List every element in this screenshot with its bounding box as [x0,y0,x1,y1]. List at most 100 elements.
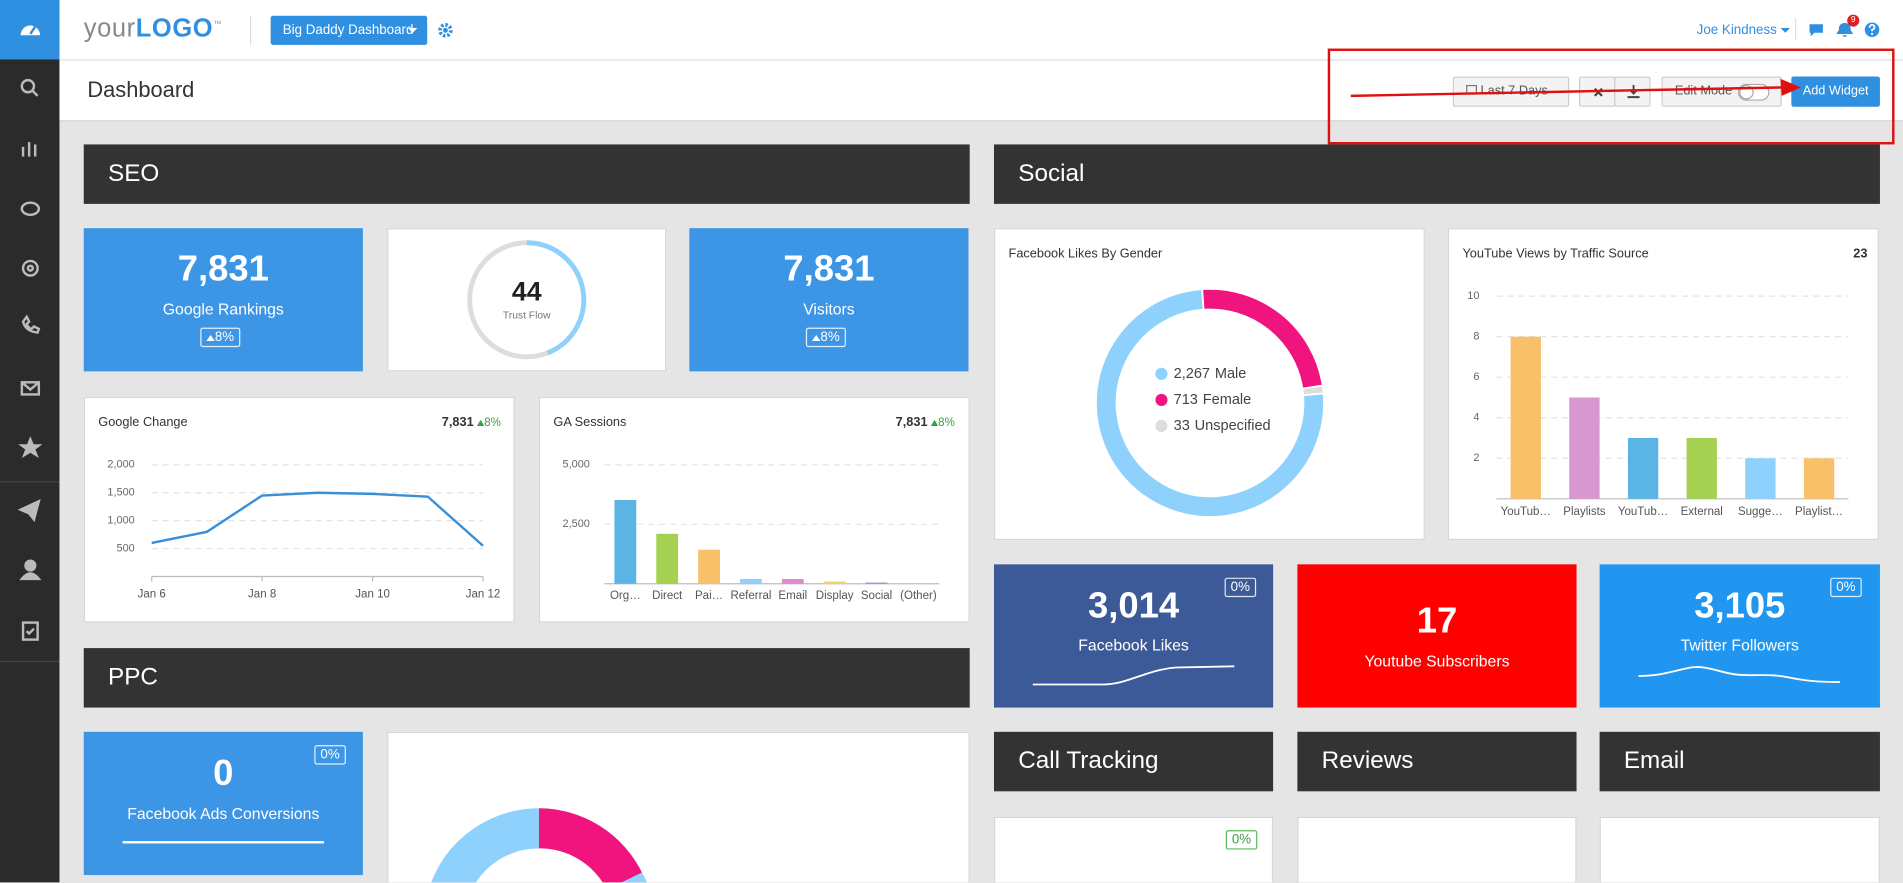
x-tick-label: Playlist… [1795,506,1843,518]
edit-mode-toggle[interactable]: Edit Mode [1661,76,1782,107]
bar [740,579,762,584]
close-icon [1593,87,1603,97]
metric-tile[interactable]: 17 Youtube Subscribers [1297,564,1577,708]
bar-chart: 2,500 5,000 Org… Direct Pai… Referral Email Dis… [563,459,940,602]
y-tick-label: 8 [1473,331,1479,343]
reviews-tile[interactable] [1297,816,1577,883]
user-name: Joe Kindness [1696,23,1777,38]
x-tick-label: Org… [610,590,641,602]
metric-tile[interactable]: 3,105 Twitter Followers 0% [1599,564,1880,708]
metric-value: 17 [1416,600,1458,641]
x-tick-label: Referral [730,590,771,602]
sparkline [122,841,325,844]
chat-icon[interactable] [1808,22,1825,39]
bell-icon[interactable] [1836,21,1854,39]
gauge-label: Trust Flow [503,310,551,321]
sparkline [1032,665,1235,686]
metric-label: Google Rankings [162,299,284,318]
chart-title: Facebook Likes By Gender [1008,246,1163,261]
bar [1803,458,1835,499]
y-tick-label: 10 [1467,290,1479,302]
change-value: 8% [214,330,235,345]
user-menu[interactable]: Joe Kindness [1697,23,1791,38]
gauge-value: 44 [512,277,542,307]
help-icon[interactable] [1864,22,1880,38]
divider [250,15,252,45]
line-chart: 500 1,000 1,500 2,000 Jan 6 Jan 8 Jan 10 Jan 12 [107,459,500,601]
metric-tile[interactable]: 3,014 Facebook Likes 0% [993,564,1274,708]
sidebar-icons [0,78,60,663]
legend-value: 713 [1174,392,1198,408]
metric-value: 0 [213,753,234,794]
legend-label: 33 Unspecified [1174,418,1271,434]
caret [1780,27,1791,33]
x-tick-label: Display [816,590,854,602]
chart-card[interactable]: 2 4 6 8 10 YouTub… Playlists YouTub… External Sug… [1447,228,1879,541]
chart-card[interactable]: 2,267 Male 713 Female 33 Unspecified Facebook… [993,228,1425,541]
add-widget-button[interactable]: Add Widget [1791,76,1880,107]
divider [1794,18,1797,41]
metric-label: Twitter Followers [1680,635,1799,655]
metric-label: Facebook Ads Conversions [127,804,320,823]
x-tick-label: Jan 8 [248,589,276,601]
change-value: 8% [820,330,840,345]
bar [1510,336,1541,499]
metric-value: 3,014 [1087,586,1180,627]
legend-value: 2,267 [1174,366,1210,382]
email-tile[interactable] [1599,816,1880,883]
dashboard-select[interactable]: Big Daddy Dashboard [270,15,428,45]
metric-tile[interactable]: 7,831 Visitors 8% [689,228,969,372]
legend-name: Unspecified [1195,418,1271,434]
y-tick-label: 6 [1473,371,1479,383]
chart-card[interactable]: 500 1,000 1,500 2,000 Jan 6 Jan 8 Jan 10 Jan 12… [83,396,515,623]
logo-brand: LOGO [135,14,214,43]
change-badge: 8% [200,327,241,348]
clear-button[interactable] [1578,76,1616,107]
change-value: 8% [938,416,955,430]
metric-value: 7,831 [177,248,269,289]
bar [823,581,846,584]
logo-tm: ™ [213,20,223,30]
download-icon [1627,84,1640,99]
x-tick-label: Playlists [1563,506,1605,518]
x-tick-label: YouTub… [1501,506,1551,518]
chart-card[interactable]: 2,500 5,000 Org… Direct Pai… Referral Email Dis… [538,396,970,623]
x-tick-label: Social [861,590,892,602]
trust-flow-tile[interactable]: 44 Trust Flow [387,228,667,372]
y-tick-label: 2,500 [563,518,590,530]
settings-icon[interactable] [437,22,454,39]
legend-dot [1155,419,1168,433]
metric-tile[interactable]: 0 Facebook Ads Conversions 0% [83,731,363,876]
donut-segment [431,808,539,883]
page-title: Dashboard [87,77,195,102]
chart-title: YouTube Views by Traffic Source [1462,246,1649,261]
x-tick-label: Sugge… [1738,506,1783,518]
bar [656,533,679,584]
gauge-fill [526,240,587,356]
donut-segment [538,808,643,883]
donut-chart: 2,267 Male 713 Female 33 Unspecified [1095,287,1325,518]
date-range-button[interactable]: Last 7 Days [1452,76,1570,107]
legend-label: 713 Female [1174,392,1252,408]
bar-chart: 2 4 6 8 10 YouTub… Playlists YouTub… External Sug… [1467,290,1849,518]
section-header: SEO [83,144,970,204]
home-button[interactable] [0,0,60,60]
up-icon [206,334,215,342]
chart-total: 7,831 [895,415,928,430]
dashboard-name: Big Daddy Dashboard [282,23,414,38]
download-button[interactable] [1614,76,1651,107]
call-tracking-tile[interactable]: 0% [993,816,1274,883]
y-tick-label: 500 [117,542,135,554]
logo[interactable]: yourLOGO™ [84,15,223,44]
chart-card[interactable] [387,731,970,883]
y-tick-label: 1,500 [107,487,134,499]
change-badge: 0% [314,745,346,765]
x-tick-label: External [1681,506,1723,518]
x-tick-label: YouTub… [1618,506,1668,518]
notification-count: 9 [1847,14,1860,27]
metric-tile[interactable]: 7,831 Google Rankings 8% [83,228,363,372]
legend-dot [1155,367,1168,380]
metric-label: Visitors [803,299,855,318]
x-tick-label: Jan 10 [355,589,390,601]
